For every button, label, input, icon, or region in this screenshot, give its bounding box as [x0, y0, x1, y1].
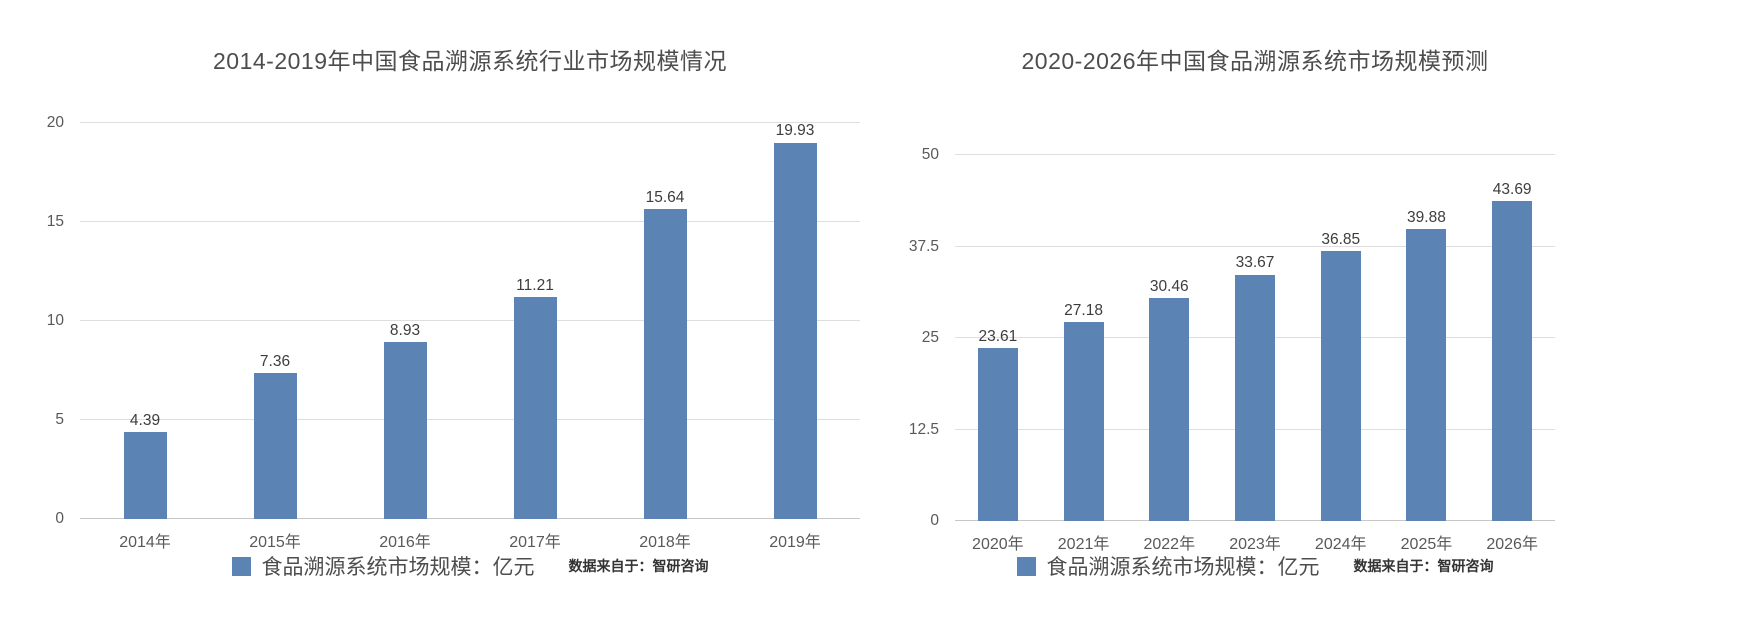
bar-slot: 4.39	[80, 123, 210, 519]
y-tick-label: 20	[46, 114, 64, 131]
bar-slot: 11.21	[470, 123, 600, 519]
bar-value-label: 7.36	[259, 352, 291, 370]
x-tick-label: 2025年	[1400, 536, 1453, 553]
plot-area: 0 5 10 15 20 4.39 7.36 8.93 11.21 15.64 19.93	[47, 114, 860, 527]
bar-2026年	[1492, 201, 1533, 521]
legend: 食品溯源系统市场规模：亿元 数据来自于：智研咨询	[955, 551, 1555, 581]
gridline	[955, 245, 1555, 247]
bar-value-label: 23.61	[978, 327, 1018, 345]
x-tick-label: 2024年	[1314, 536, 1367, 553]
data-source-note: 数据来自于：智研咨询	[568, 560, 709, 575]
legend-swatch-icon	[231, 556, 251, 576]
bar-slot: 43.69	[1469, 155, 1555, 521]
legend-swatch-icon	[1016, 556, 1036, 576]
bar-series: 23.61 27.18 30.46 33.67 36.85 39.88 43.69	[955, 155, 1555, 521]
data-source-note: 数据来自于：智研咨询	[1353, 560, 1494, 575]
bar-2015年	[253, 373, 297, 519]
x-tick-label: 2015年	[249, 534, 301, 551]
gridline	[955, 154, 1555, 155]
bar-slot: 39.88	[1384, 155, 1470, 521]
bar-2020年	[977, 348, 1018, 521]
y-tick-label: 15	[46, 213, 64, 230]
x-tick-label: 2019年	[769, 534, 821, 551]
bar-value-label: 27.18	[1064, 301, 1103, 319]
bar-2019年	[773, 142, 817, 519]
x-tick-label: 2021年	[1057, 536, 1110, 553]
bar-2022年	[1149, 298, 1190, 521]
bar-value-label: 30.46	[1149, 277, 1189, 295]
legend-label: 食品溯源系统市场规模：亿元	[261, 556, 535, 579]
bar-slot: 7.36	[210, 123, 340, 519]
y-tick-label: 5	[55, 411, 64, 428]
bar-2023年	[1235, 274, 1276, 521]
x-axis-labels: 2014年 2015年 2016年 2017年 2018年 2019年	[80, 528, 860, 552]
bar-value-label: 8.93	[389, 321, 421, 339]
chart-title: 2020-2026年中国食品溯源系统市场规模预测	[1021, 48, 1489, 74]
plot-area: 0 12.5 25 37.5 50 23.61 27.18 30.46 33.67 36.85 3…	[909, 146, 1555, 529]
y-tick-label: 0	[55, 510, 64, 527]
bar-2024年	[1320, 251, 1361, 521]
y-tick-label: 10	[46, 312, 64, 329]
x-axis-labels: 2020年 2021年 2022年 2023年 2024年 2025年 2026年	[955, 530, 1555, 554]
bar-series: 4.39 7.36 8.93 11.21 15.64 19.93	[80, 123, 860, 519]
x-tick-label: 2020年	[972, 536, 1024, 553]
gridline	[80, 221, 860, 222]
y-tick-label: 25	[921, 329, 939, 346]
bar-slot: 36.85	[1298, 155, 1384, 521]
bar-2018年	[643, 209, 687, 519]
bar-slot: 19.93	[730, 123, 860, 519]
y-tick-label: 12.5	[908, 420, 939, 438]
bar-2017年	[513, 297, 557, 519]
bar-value-label: 19.93	[775, 122, 815, 139]
y-tick-label: 37.5	[908, 237, 939, 255]
x-tick-label: 2022年	[1143, 536, 1196, 553]
bar-slot: 27.18	[1041, 155, 1127, 521]
gridline	[80, 320, 860, 321]
gridline	[80, 122, 860, 123]
bar-2021年	[1063, 322, 1104, 521]
bar-value-label: 43.69	[1492, 180, 1532, 198]
bar-value-label: 15.64	[645, 188, 685, 206]
bar-slot: 30.46	[1126, 155, 1212, 521]
bar-slot: 33.67	[1212, 155, 1298, 521]
bar-value-label: 36.85	[1321, 230, 1361, 248]
legend-label: 食品溯源系统市场规模：亿元	[1046, 556, 1320, 579]
x-tick-label: 2014年	[119, 534, 171, 551]
y-tick-label: 0	[930, 512, 939, 529]
bar-2025年	[1406, 229, 1447, 521]
bar-value-label: 4.39	[129, 411, 161, 429]
x-tick-label: 2018年	[639, 534, 691, 551]
legend: 食品溯源系统市场规模：亿元 数据来自于：智研咨询	[80, 551, 860, 581]
bar-2016年	[383, 342, 427, 519]
bar-value-label: 11.21	[516, 276, 554, 294]
y-tick-label: 50	[921, 146, 939, 163]
bar-2014年	[123, 432, 167, 519]
x-tick-label: 2026年	[1486, 536, 1538, 553]
x-tick-label: 2023年	[1229, 536, 1281, 553]
chart-right-2020-2026: 2020-2026年中国食品溯源系统市场规模预测 0 12.5 25 37.5 50 2…	[878, 0, 1756, 628]
gridline	[80, 419, 860, 420]
bar-slot: 23.61	[955, 155, 1041, 521]
bar-value-label: 39.88	[1407, 208, 1446, 226]
chart-left-2014-2019: 2014-2019年中国食品溯源系统行业市场规模情况 0 5 10 15 20 4.39…	[47, 48, 860, 581]
bar-value-label: 33.67	[1235, 254, 1275, 272]
chart-title: 2014-2019年中国食品溯源系统行业市场规模情况	[213, 48, 727, 74]
x-tick-label: 2016年	[379, 534, 431, 551]
x-tick-label: 2017年	[509, 534, 561, 551]
bar-slot: 15.64	[600, 123, 730, 519]
x-axis-line	[80, 518, 860, 519]
bar-slot: 8.93	[340, 123, 470, 519]
